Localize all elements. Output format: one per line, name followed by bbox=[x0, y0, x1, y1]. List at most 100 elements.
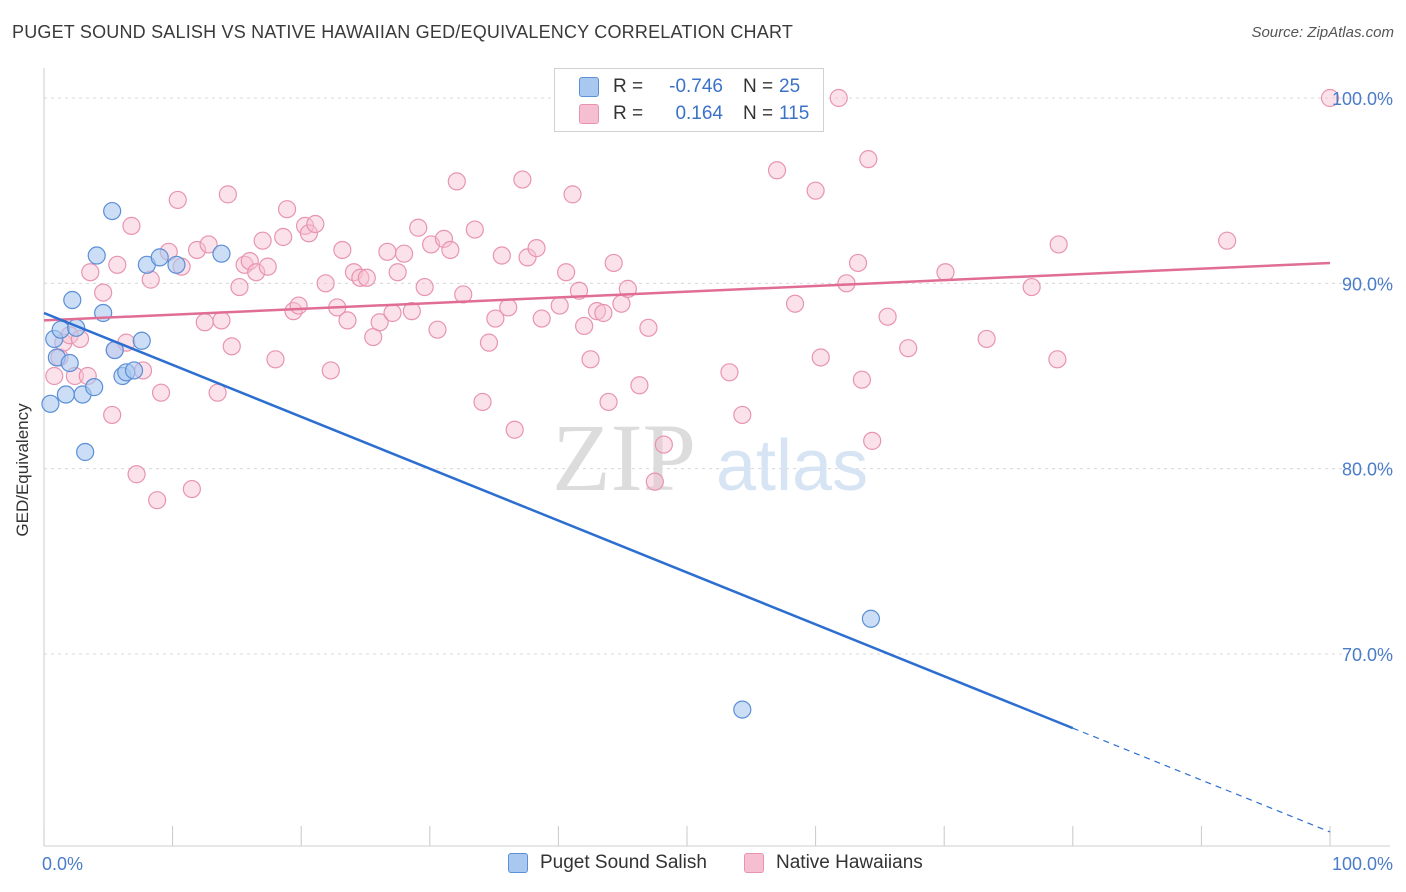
data-point-native-hawaiians bbox=[581, 350, 600, 369]
legend-n-value: 25 bbox=[779, 76, 801, 97]
data-point-native-hawaiians bbox=[230, 277, 249, 297]
data-point-native-hawaiians bbox=[587, 302, 607, 321]
data-point-native-hawaiians bbox=[639, 318, 658, 337]
data-point-native-hawaiians bbox=[199, 235, 218, 254]
trend-line-native-hawaiians bbox=[43, 261, 1331, 322]
legend-r-label: R = bbox=[613, 103, 644, 124]
series-swatch-pink bbox=[744, 853, 764, 873]
data-point-native-hawaiians bbox=[899, 339, 918, 358]
data-point-native-hawaiians bbox=[486, 309, 505, 328]
legend-r-label: R = bbox=[613, 76, 644, 97]
correlation-legend: R = -0.746 N = 25 R = 0.164 N = 115 bbox=[554, 68, 824, 132]
legend-row-puget: R = -0.746 N = 25 bbox=[579, 74, 800, 100]
data-point-native-hawaiians bbox=[428, 320, 447, 339]
trend-line-puget-sound-salish bbox=[43, 311, 1074, 730]
data-point-native-hawaiians bbox=[479, 333, 499, 352]
data-point-native-hawaiians bbox=[151, 383, 171, 402]
data-point-native-hawaiians bbox=[222, 337, 241, 356]
data-point-native-hawaiians bbox=[284, 302, 303, 321]
data-point-native-hawaiians bbox=[127, 465, 146, 484]
data-point-native-hawaiians bbox=[122, 216, 141, 235]
legend-n-label: N = bbox=[743, 76, 774, 97]
data-point-native-hawaiians bbox=[811, 348, 830, 367]
series-native-hawaiians bbox=[45, 88, 1340, 510]
data-point-native-hawaiians bbox=[859, 150, 878, 169]
x-tick-label: 100.0% bbox=[1332, 854, 1393, 874]
data-point-native-hawaiians bbox=[247, 263, 266, 282]
gridlines bbox=[44, 97, 1390, 655]
data-point-native-hawaiians bbox=[473, 392, 492, 412]
data-point-native-hawaiians bbox=[415, 277, 434, 297]
data-point-puget-sound-salish bbox=[41, 394, 60, 413]
y-tick-label: 90.0% bbox=[1342, 274, 1393, 294]
data-point-native-hawaiians bbox=[654, 435, 673, 454]
data-point-native-hawaiians bbox=[527, 239, 546, 258]
data-point-native-hawaiians bbox=[333, 240, 352, 260]
y-tick-label: 70.0% bbox=[1342, 645, 1393, 665]
data-point-native-hawaiians bbox=[785, 294, 805, 313]
data-point-native-hawaiians bbox=[447, 172, 466, 191]
data-point-native-hawaiians bbox=[499, 298, 518, 317]
y-tick-label: 80.0% bbox=[1342, 460, 1393, 480]
data-point-native-hawaiians bbox=[1048, 350, 1067, 369]
data-point-puget-sound-salish bbox=[861, 609, 880, 628]
data-point-native-hawaiians bbox=[240, 251, 259, 271]
series-legend-puget[interactable]: Puget Sound Salish bbox=[508, 852, 707, 874]
data-point-puget-sound-salish bbox=[124, 361, 144, 380]
data-point-puget-sound-salish bbox=[56, 385, 75, 404]
data-point-native-hawaiians bbox=[338, 311, 357, 330]
watermark: ZIP atlas bbox=[552, 404, 868, 511]
data-point-native-hawaiians bbox=[277, 200, 297, 219]
data-point-native-hawaiians bbox=[388, 263, 407, 282]
data-point-native-hawaiians bbox=[258, 257, 277, 276]
data-point-native-hawaiians bbox=[394, 244, 414, 263]
watermark-zip: ZIP bbox=[552, 404, 696, 511]
data-point-native-hawaiians bbox=[316, 274, 335, 293]
data-point-native-hawaiians bbox=[182, 479, 201, 499]
data-point-native-hawaiians bbox=[148, 491, 167, 510]
legend-n-value: 115 bbox=[779, 103, 810, 124]
data-point-native-hawaiians bbox=[402, 302, 421, 321]
y-tick-label: 100.0% bbox=[1332, 89, 1393, 109]
data-point-native-hawaiians bbox=[454, 285, 473, 304]
data-point-native-hawaiians bbox=[266, 350, 285, 369]
data-point-native-hawaiians bbox=[569, 281, 589, 300]
data-point-native-hawaiians bbox=[863, 431, 882, 450]
data-point-native-hawaiians bbox=[357, 268, 376, 287]
data-point-puget-sound-salish bbox=[76, 442, 95, 462]
data-point-puget-sound-salish bbox=[60, 353, 79, 373]
data-point-native-hawaiians bbox=[604, 253, 623, 273]
data-point-native-hawaiians bbox=[513, 170, 532, 189]
data-point-puget-sound-salish bbox=[167, 255, 186, 274]
data-point-native-hawaiians bbox=[321, 361, 340, 380]
y-axis-title: GED/Equivalency bbox=[13, 403, 32, 537]
trend-lines bbox=[43, 261, 1331, 833]
data-point-native-hawaiians bbox=[94, 283, 113, 302]
series-legend-label: Native Hawaiians bbox=[776, 852, 923, 873]
x-tick-label: 0.0% bbox=[42, 854, 83, 874]
legend-n-label: N = bbox=[743, 103, 774, 124]
data-point-native-hawaiians bbox=[81, 263, 100, 282]
legend-swatch-blue bbox=[579, 77, 599, 97]
data-point-native-hawaiians bbox=[852, 370, 871, 389]
data-point-native-hawaiians bbox=[351, 268, 370, 287]
data-point-native-hawaiians bbox=[218, 185, 237, 204]
data-point-native-hawaiians bbox=[1049, 235, 1068, 254]
data-point-native-hawaiians bbox=[195, 313, 214, 332]
watermark-atlas: atlas bbox=[716, 426, 868, 506]
data-point-native-hawaiians bbox=[829, 88, 848, 108]
data-point-native-hawaiians bbox=[168, 190, 187, 210]
data-point-native-hawaiians bbox=[383, 303, 402, 323]
data-point-native-hawaiians bbox=[720, 363, 739, 382]
data-point-native-hawaiians bbox=[575, 316, 594, 336]
data-point-native-hawaiians bbox=[141, 270, 160, 289]
series-swatch-blue bbox=[508, 853, 528, 873]
data-point-native-hawaiians bbox=[532, 309, 551, 328]
data-point-puget-sound-salish bbox=[212, 244, 231, 263]
data-point-puget-sound-salish bbox=[103, 201, 122, 221]
legend-r-value: 0.164 bbox=[675, 103, 723, 124]
series-legend-hawaiian[interactable]: Native Hawaiians bbox=[744, 852, 923, 874]
data-point-native-hawaiians bbox=[767, 161, 787, 180]
data-point-native-hawaiians bbox=[103, 405, 122, 425]
data-point-native-hawaiians bbox=[848, 253, 868, 273]
